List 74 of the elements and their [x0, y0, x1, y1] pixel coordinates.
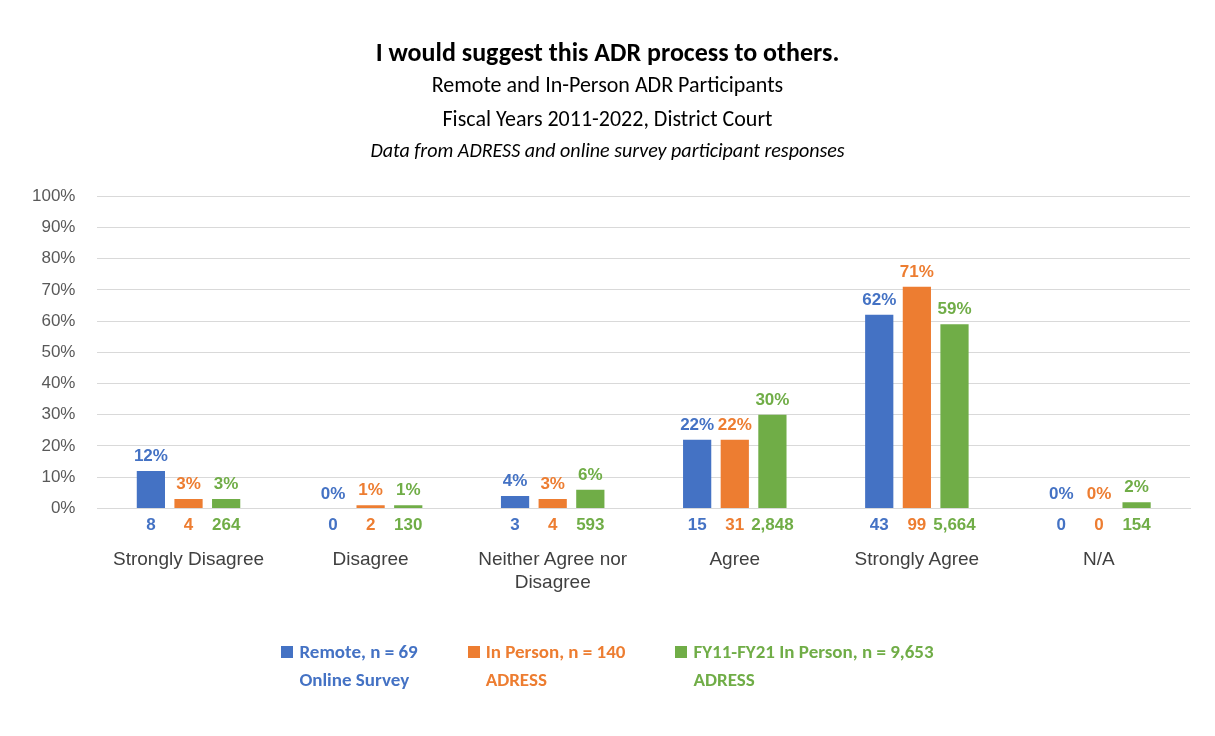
- x-tick-label: Strongly Agree: [854, 548, 980, 570]
- annotation: 4: [183, 514, 194, 534]
- bar: [683, 439, 712, 508]
- annotation: 43: [869, 514, 889, 534]
- y-tick-label: 0%: [50, 498, 76, 518]
- legend-label: Remote, n = 69 Online Survey: [299, 639, 418, 693]
- bar: [758, 414, 787, 508]
- annotation: 8: [146, 514, 156, 534]
- text: 0%: [1049, 483, 1074, 503]
- annotation: 2,848: [751, 514, 794, 534]
- annotation: 2: [365, 514, 376, 534]
- legend-label: In Person, n = 140 ADRESS: [485, 639, 626, 693]
- text: 62%: [862, 290, 897, 310]
- x-tick-label: Agree: [709, 548, 761, 570]
- text: 12%: [133, 446, 168, 466]
- x-tick-label: Strongly Disagree: [113, 548, 265, 570]
- bar: [174, 499, 203, 508]
- annotation: 4: [547, 514, 558, 534]
- y-tick-label: 60%: [41, 310, 76, 330]
- annotation: 0: [1056, 514, 1067, 534]
- legend-label: FY11-FY21 In Person, n = 9,653 ADRESS: [693, 639, 934, 693]
- annotation: 31: [725, 514, 745, 534]
- x-tick-label: N/A: [1083, 548, 1116, 570]
- text: 2%: [1124, 477, 1149, 497]
- text: 6%: [578, 464, 603, 484]
- annotation: 5,664: [933, 514, 977, 534]
- text: 22%: [680, 414, 715, 434]
- text: 4%: [502, 471, 528, 491]
- text: 22%: [717, 414, 752, 434]
- bar: [136, 470, 165, 508]
- annotation: 15: [687, 514, 707, 534]
- text: 59%: [937, 299, 972, 319]
- text: 3%: [540, 474, 565, 494]
- x-tick-label: Neither Agree nor Disagree: [478, 548, 628, 592]
- annotation: 130: [394, 514, 423, 534]
- chart-subtitle: Remote and In-Person ADR Participants Fiscal Years 2011-2022, District Court: [430, 70, 785, 134]
- text: 71%: [899, 261, 934, 281]
- text: 0%: [1086, 483, 1112, 503]
- bar: [902, 286, 931, 508]
- annotation: 593: [576, 514, 605, 534]
- y-tick-label: 10%: [41, 466, 76, 486]
- chart-title: I would suggest this ADR process to others.: [374, 35, 841, 68]
- bar: [720, 439, 749, 508]
- bar: [500, 495, 530, 508]
- y-tick-label: 70%: [41, 279, 76, 299]
- y-tick-label: 100%: [32, 185, 76, 205]
- x-tick-label: Disagree: [332, 548, 409, 570]
- annotation: 264: [211, 514, 241, 534]
- text: 1%: [358, 480, 383, 500]
- y-tick-label: 90%: [41, 217, 76, 237]
- bar: [940, 324, 969, 508]
- annotation: 3: [510, 514, 520, 534]
- bar: [212, 499, 241, 508]
- text: 3%: [213, 474, 239, 494]
- y-tick-label: 40%: [41, 373, 76, 393]
- bar: [576, 489, 605, 508]
- bar: [356, 505, 385, 508]
- bar: [394, 505, 423, 508]
- text: 30%: [755, 389, 790, 409]
- y-tick-label: 80%: [41, 248, 76, 268]
- annotation: 99: [907, 514, 927, 534]
- y-tick-label: 30%: [41, 404, 76, 424]
- annotation: 0: [1094, 514, 1104, 534]
- text: 1%: [395, 480, 421, 500]
- bar: [538, 499, 567, 508]
- text: Data from ADRESS and online survey participant responses: [369, 137, 846, 164]
- y-tick-label: 50%: [41, 341, 76, 361]
- text: 3%: [176, 474, 201, 494]
- bar: [865, 314, 894, 508]
- text: 0%: [320, 483, 346, 503]
- y-tick-label: 20%: [41, 435, 76, 455]
- annotation: 154: [1122, 514, 1152, 534]
- bar: [1122, 502, 1151, 508]
- annotation: 0: [328, 514, 338, 534]
